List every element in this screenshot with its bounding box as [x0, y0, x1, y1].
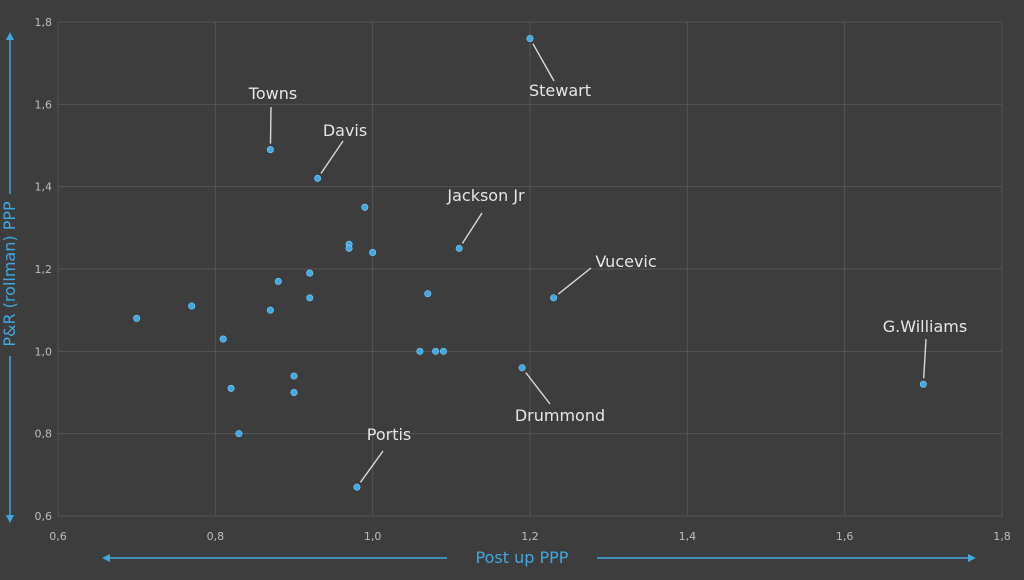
data-point	[188, 302, 196, 310]
y-tick-label: 0,8	[35, 428, 53, 441]
x-tick-label: 0,6	[49, 530, 67, 543]
point-label: Drummond	[515, 406, 605, 425]
data-point	[432, 347, 440, 355]
y-tick-label: 0,6	[35, 510, 53, 523]
y-tick-label: 1,0	[35, 345, 53, 358]
data-point	[306, 269, 314, 277]
data-point	[439, 347, 447, 355]
leader-line	[557, 267, 592, 295]
data-point	[266, 306, 274, 314]
data-point	[274, 277, 282, 285]
y-tick-label: 1,8	[35, 16, 53, 29]
x-tick-label: 1,0	[364, 530, 382, 543]
data-point	[345, 244, 353, 252]
point-label: Davis	[323, 121, 367, 140]
leader-line	[359, 450, 384, 483]
data-point	[455, 244, 463, 252]
data-point	[290, 372, 298, 380]
leader-line	[525, 372, 551, 405]
point-label: Towns	[248, 84, 297, 103]
leader-line	[532, 43, 555, 82]
x-axis-arrowhead-right	[968, 554, 976, 562]
data-point	[361, 203, 369, 211]
data-point	[369, 249, 377, 257]
y-tick-label: 1,2	[35, 263, 53, 276]
leader-line	[922, 338, 927, 379]
data-point	[919, 380, 927, 388]
data-point	[353, 483, 361, 491]
data-point	[219, 335, 227, 343]
y-axis-arrowhead-top	[6, 32, 14, 40]
y-axis-arrowhead-bottom	[6, 515, 14, 523]
x-tick-label: 0,8	[207, 530, 225, 543]
data-point	[526, 34, 534, 42]
point-label: Stewart	[529, 81, 591, 100]
data-point	[290, 388, 298, 396]
data-point	[235, 430, 243, 438]
leader-line	[269, 106, 272, 144]
x-axis-title: Post up PPP	[476, 548, 569, 567]
data-point	[133, 314, 141, 322]
data-point	[266, 146, 274, 154]
point-label: Portis	[367, 425, 412, 444]
y-tick-label: 1,6	[35, 98, 53, 111]
x-axis-arrowhead-left	[102, 554, 110, 562]
leader-line	[320, 140, 344, 174]
data-point	[416, 347, 424, 355]
y-tick-label: 1,4	[35, 181, 53, 194]
x-tick-label: 1,4	[679, 530, 697, 543]
point-label: Jackson Jr	[446, 186, 525, 205]
data-point	[424, 290, 432, 298]
x-tick-label: 1,6	[836, 530, 854, 543]
x-tick-label: 1,8	[993, 530, 1011, 543]
point-label: G.Williams	[883, 317, 967, 336]
data-point	[227, 384, 235, 392]
point-label: Vucevic	[595, 252, 656, 271]
data-point	[518, 364, 526, 372]
data-point	[550, 294, 558, 302]
y-axis-title: P&R (rollman) PPP	[0, 201, 19, 347]
x-tick-label: 1,2	[521, 530, 539, 543]
data-point	[314, 174, 322, 182]
data-point	[306, 294, 314, 302]
leader-line	[461, 212, 483, 244]
